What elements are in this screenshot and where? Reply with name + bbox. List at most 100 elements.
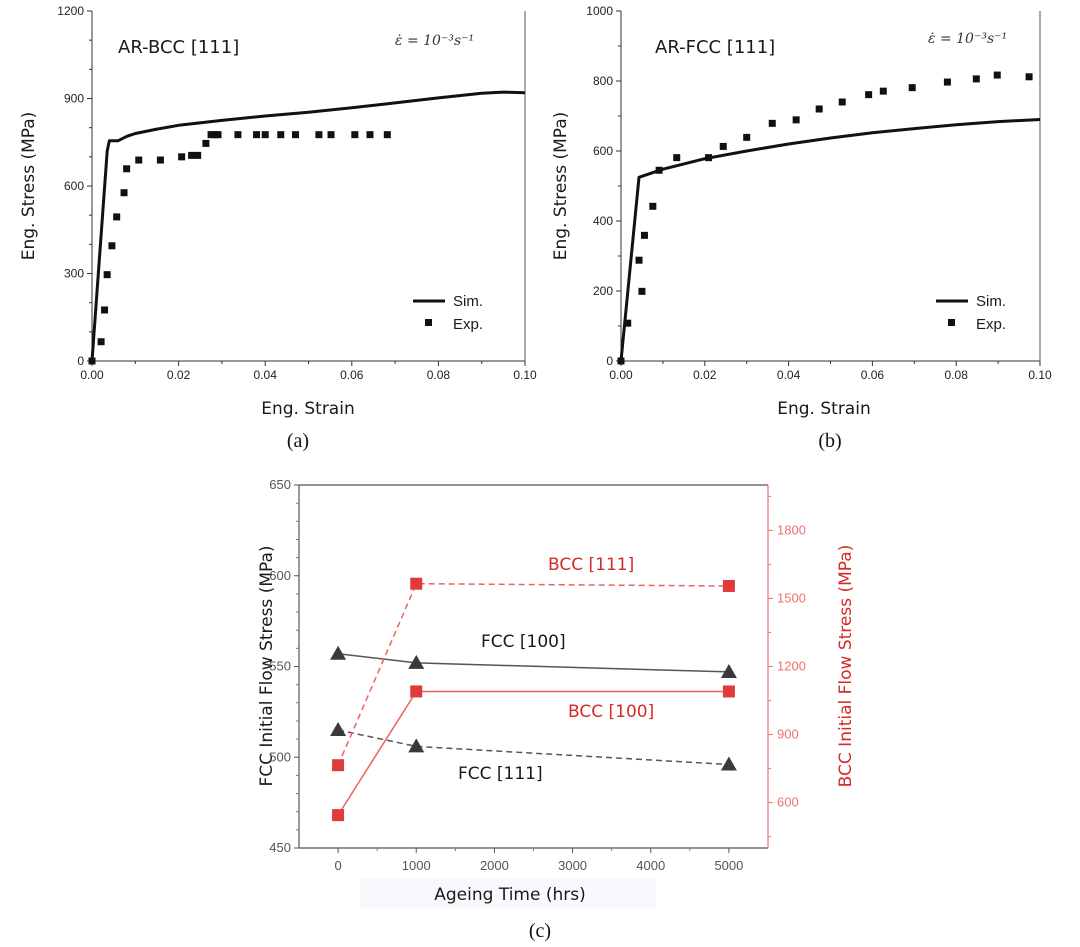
exp-marker: [640, 231, 648, 239]
square-marker: [332, 809, 345, 822]
panel-b: AR-FCC [111] ε̇ = 10⁻³s⁻¹ Eng. Strain En…: [551, 4, 1052, 452]
panel-b-legend-sim: Sim.: [976, 293, 1006, 310]
square-marker: [410, 685, 423, 698]
y-tick-label: 0: [606, 354, 613, 368]
x-tick-label: 1000: [402, 858, 431, 873]
left-tick-label: 650: [269, 477, 291, 492]
panel-a-xlabel: Eng. Strain: [261, 399, 354, 419]
exp-marker: [1025, 73, 1033, 81]
x-tick-label: 0.02: [167, 368, 191, 382]
exp-marker: [743, 133, 751, 141]
exp-marker: [103, 271, 111, 279]
panel-c-ylabel-left: FCC Initial Flow Stress (MPa): [257, 545, 277, 786]
y-tick-label: 200: [593, 284, 613, 298]
panel-c-xlabel-bg: [360, 878, 656, 908]
y-tick-label: 800: [593, 74, 613, 88]
panel-c-label-fcc100: FCC [100]: [481, 632, 566, 652]
panel-b-caption: (b): [818, 430, 841, 452]
series-line-bcc-100-: [337, 690, 729, 816]
legend-exp-marker: [948, 319, 955, 326]
left-tick-label: 450: [269, 840, 291, 855]
x-tick-label: 2000: [480, 858, 509, 873]
x-tick-label: 0.02: [693, 368, 717, 382]
series-line-fcc-100-: [338, 653, 729, 673]
exp-marker: [178, 153, 186, 161]
y-tick-label: 0: [77, 354, 84, 368]
exp-marker: [123, 165, 131, 173]
x-tick-label: 0.06: [861, 368, 885, 382]
panel-c-xlabel: Ageing Time (hrs): [434, 885, 585, 905]
exp-marker: [366, 131, 374, 139]
exp-marker: [838, 98, 846, 106]
panel-a-legend-sim: Sim.: [453, 293, 483, 310]
x-tick-label: 4000: [636, 858, 665, 873]
triangle-marker: [330, 722, 347, 737]
x-tick-label: 3000: [558, 858, 587, 873]
right-tick-label: 900: [777, 727, 799, 742]
exp-marker: [792, 116, 800, 124]
exp-marker: [108, 242, 116, 250]
exp-marker: [943, 78, 951, 86]
panel-b-title: AR-FCC [111]: [655, 37, 775, 58]
exp-marker: [327, 131, 335, 139]
exp-marker: [101, 306, 109, 314]
exp-marker: [194, 151, 202, 159]
exp-marker: [673, 154, 681, 162]
x-tick-label: 0: [334, 858, 341, 873]
y-tick-label: 600: [64, 179, 84, 193]
right-tick-label: 1800: [777, 522, 806, 537]
y-tick-label: 1000: [586, 4, 613, 18]
x-tick-label: 0.00: [609, 368, 633, 382]
y-tick-label: 900: [64, 92, 84, 106]
square-marker: [722, 579, 735, 592]
right-tick-label: 1200: [777, 659, 806, 674]
panel-b-strain-rate: ε̇ = 10⁻³s⁻¹: [928, 31, 1007, 47]
x-tick-label: 0.00: [80, 368, 104, 382]
square-marker: [332, 759, 345, 772]
series-line-fcc-111-: [337, 729, 729, 766]
exp-marker: [815, 105, 823, 113]
exp-marker: [292, 131, 300, 139]
panel-a-title: AR-BCC [111]: [118, 37, 239, 58]
panel-a: AR-BCC [111] ε̇ = 10⁻³s⁻¹ Eng. Strain En…: [19, 4, 537, 452]
exp-marker: [261, 131, 269, 139]
x-tick-label: 0.08: [945, 368, 969, 382]
series-line-bcc-111-: [337, 582, 729, 766]
x-tick-label: 5000: [714, 858, 743, 873]
exp-marker: [649, 202, 657, 210]
exp-marker: [719, 142, 727, 150]
x-tick-label: 0.10: [513, 368, 537, 382]
x-tick-label: 0.04: [254, 368, 278, 382]
exp-marker: [188, 151, 196, 159]
left-tick-label: 600: [269, 568, 291, 583]
exp-marker: [315, 131, 323, 139]
exp-marker: [908, 84, 916, 92]
y-tick-label: 300: [64, 267, 84, 281]
panel-c-plot: 450 500 550 600 650 600 900 1200 1500 1800 0 1000 20…: [269, 477, 806, 873]
exp-marker: [120, 189, 128, 197]
x-tick-label: 0.10: [1028, 368, 1052, 382]
panel-a-caption: (a): [287, 430, 309, 452]
panel-c-caption: (c): [529, 920, 551, 942]
sim-line: [90, 90, 526, 362]
triangle-marker: [720, 663, 737, 678]
exp-marker: [113, 213, 121, 221]
y-tick-label: 1200: [57, 4, 84, 18]
panel-c: Ageing Time (hrs) FCC Initial Flow Stres…: [257, 477, 856, 942]
exp-marker: [879, 87, 887, 95]
panel-c-label-bcc100: BCC [100]: [568, 702, 654, 722]
panel-c-label-bcc111: BCC [111]: [548, 555, 634, 575]
exp-marker: [705, 154, 713, 162]
triangle-marker: [720, 756, 737, 771]
exp-marker: [97, 338, 105, 346]
right-tick-label: 1500: [777, 590, 806, 605]
panel-b-legend-exp: Exp.: [976, 316, 1006, 333]
exp-marker: [972, 75, 980, 83]
panel-a-ylabel: Eng. Stress (MPa): [19, 112, 39, 261]
left-tick-label: 550: [269, 659, 291, 674]
panel-c-ylabel-right: BCC Initial Flow Stress (MPa): [836, 545, 856, 788]
exp-marker: [88, 357, 96, 365]
exp-marker: [993, 71, 1001, 79]
triangle-marker: [408, 654, 425, 669]
exp-marker: [351, 131, 359, 139]
